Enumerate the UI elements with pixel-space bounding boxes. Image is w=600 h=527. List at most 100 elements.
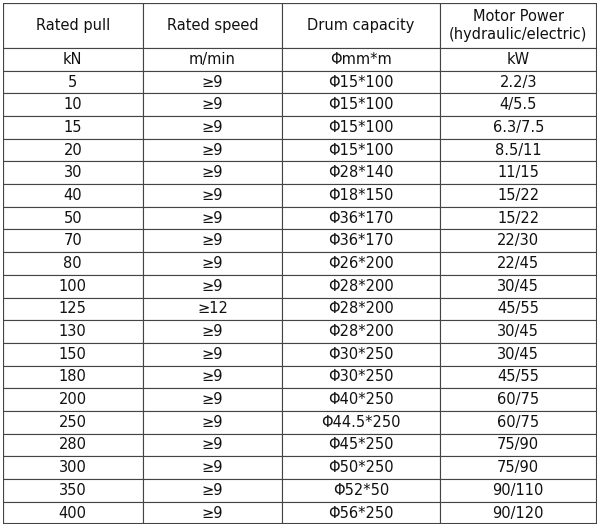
Text: Motor Power
(hydraulic/electric): Motor Power (hydraulic/electric): [449, 9, 587, 42]
Bar: [440, 229, 597, 252]
Bar: [440, 434, 597, 456]
Text: 60/75: 60/75: [497, 392, 539, 407]
Bar: [282, 456, 440, 479]
Text: 6.3/7.5: 6.3/7.5: [493, 120, 544, 135]
Bar: [143, 388, 282, 411]
Text: 90/120: 90/120: [493, 505, 544, 521]
Bar: [440, 48, 597, 71]
Bar: [3, 71, 143, 93]
Bar: [143, 320, 282, 343]
Bar: [3, 207, 143, 229]
Bar: [3, 366, 143, 388]
Text: ≥9: ≥9: [202, 233, 223, 248]
Text: ≥9: ≥9: [202, 324, 223, 339]
Text: kN: kN: [63, 52, 83, 67]
Text: 10: 10: [64, 97, 82, 112]
Bar: [3, 479, 143, 502]
Text: Φ15*100: Φ15*100: [328, 143, 394, 158]
Text: Φ45*250: Φ45*250: [328, 437, 394, 453]
Text: 70: 70: [64, 233, 82, 248]
Text: ≥9: ≥9: [202, 483, 223, 498]
Text: 40: 40: [64, 188, 82, 203]
Bar: [143, 411, 282, 434]
Bar: [282, 320, 440, 343]
Text: 50: 50: [64, 211, 82, 226]
Bar: [3, 116, 143, 139]
Bar: [440, 207, 597, 229]
Text: 350: 350: [59, 483, 86, 498]
Bar: [143, 479, 282, 502]
Text: 30/45: 30/45: [497, 347, 539, 362]
Bar: [143, 343, 282, 366]
Text: Φ50*250: Φ50*250: [328, 460, 394, 475]
Bar: [143, 434, 282, 456]
Bar: [143, 161, 282, 184]
Bar: [440, 502, 597, 524]
Bar: [282, 388, 440, 411]
Bar: [143, 3, 282, 48]
Text: ≥9: ≥9: [202, 392, 223, 407]
Bar: [282, 3, 440, 48]
Text: ≥9: ≥9: [202, 74, 223, 90]
Bar: [3, 343, 143, 366]
Bar: [440, 343, 597, 366]
Text: Rated speed: Rated speed: [167, 18, 258, 33]
Text: Φ28*200: Φ28*200: [328, 324, 394, 339]
Bar: [3, 411, 143, 434]
Bar: [282, 207, 440, 229]
Text: 45/55: 45/55: [497, 301, 539, 316]
Text: 130: 130: [59, 324, 86, 339]
Text: Φ30*250: Φ30*250: [328, 347, 394, 362]
Text: ≥9: ≥9: [202, 279, 223, 294]
Bar: [282, 139, 440, 161]
Bar: [282, 479, 440, 502]
Text: Φ15*100: Φ15*100: [328, 120, 394, 135]
Text: Φ40*250: Φ40*250: [328, 392, 394, 407]
Bar: [3, 48, 143, 71]
Bar: [440, 139, 597, 161]
Text: 20: 20: [64, 143, 82, 158]
Bar: [282, 411, 440, 434]
Text: Φ36*170: Φ36*170: [328, 233, 394, 248]
Text: m/min: m/min: [189, 52, 236, 67]
Bar: [282, 48, 440, 71]
Text: ≥9: ≥9: [202, 347, 223, 362]
Bar: [440, 93, 597, 116]
Text: 125: 125: [59, 301, 87, 316]
Text: Φ52*50: Φ52*50: [333, 483, 389, 498]
Bar: [3, 161, 143, 184]
Text: 280: 280: [59, 437, 87, 453]
Text: ≥9: ≥9: [202, 460, 223, 475]
Text: Φ56*250: Φ56*250: [328, 505, 394, 521]
Text: Φ15*100: Φ15*100: [328, 74, 394, 90]
Text: Φ36*170: Φ36*170: [328, 211, 394, 226]
Bar: [143, 229, 282, 252]
Bar: [143, 184, 282, 207]
Bar: [440, 252, 597, 275]
Text: 75/90: 75/90: [497, 437, 539, 453]
Bar: [440, 71, 597, 93]
Text: ≥9: ≥9: [202, 120, 223, 135]
Text: ≥9: ≥9: [202, 188, 223, 203]
Text: 15/22: 15/22: [497, 188, 539, 203]
Bar: [440, 116, 597, 139]
Text: 2.2/3: 2.2/3: [500, 74, 537, 90]
Text: ≥9: ≥9: [202, 165, 223, 180]
Bar: [143, 456, 282, 479]
Bar: [3, 388, 143, 411]
Bar: [440, 184, 597, 207]
Text: ≥9: ≥9: [202, 143, 223, 158]
Bar: [282, 93, 440, 116]
Text: Φ18*150: Φ18*150: [328, 188, 394, 203]
Text: 75/90: 75/90: [497, 460, 539, 475]
Text: ≥9: ≥9: [202, 437, 223, 453]
Text: 180: 180: [59, 369, 87, 384]
Text: Φ26*200: Φ26*200: [328, 256, 394, 271]
Bar: [143, 275, 282, 298]
Bar: [440, 479, 597, 502]
Text: 250: 250: [59, 415, 87, 430]
Text: Φ44.5*250: Φ44.5*250: [321, 415, 401, 430]
Bar: [282, 275, 440, 298]
Text: 11/15: 11/15: [497, 165, 539, 180]
Text: Rated pull: Rated pull: [35, 18, 110, 33]
